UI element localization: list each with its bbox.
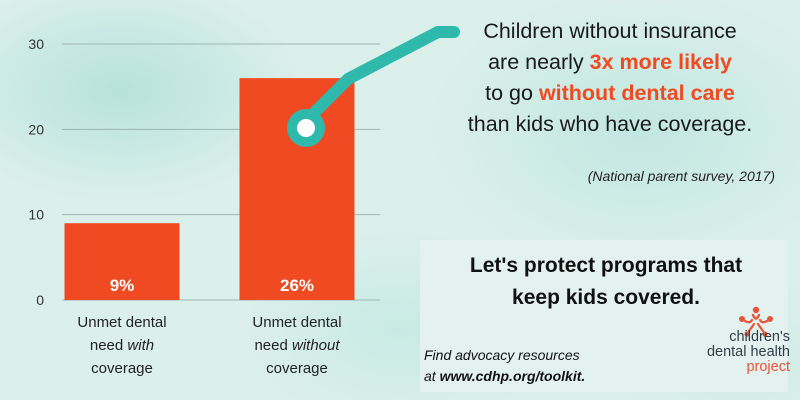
category-label-with-coverage: Unmet dental need with coverage [77,314,167,377]
headline-line-4: than kids who have coverage. [467,112,753,136]
logo-star-icon [739,306,773,337]
cta-panel [420,240,788,392]
headline-line-1: Children without insurance [483,19,737,43]
source-note: (National parent survey, 2017) [587,168,775,184]
headline-highlight-likely: 3x more likely [589,50,732,74]
cta-text: Let's protect programs that keep kids co… [469,254,743,309]
callout-dot-inner [297,119,315,137]
category-label-without-coverage: Unmet dental need without coverage [252,314,342,377]
advocacy-note: Find advocacy resources at www.cdhp.org/… [424,347,586,384]
y-tick-label: 30 [28,36,44,52]
toolkit-link[interactable]: www.cdhp.org/toolkit. [439,368,586,384]
y-tick-label: 20 [28,121,44,137]
bar-1 [64,223,180,300]
headline-highlight-care: without dental care [538,81,735,105]
chart-ticks: 0 10 20 30 [28,36,44,308]
bar-data-label: 26% [280,276,314,295]
headline: Children without insurance are nearly 3x… [467,19,753,136]
callout-connector [287,26,460,147]
logo-wordmark: children's dental health project [706,329,790,375]
y-tick-label: 0 [36,292,44,308]
bar-data-label: 9% [110,276,135,295]
y-tick-label: 10 [28,207,44,223]
chart-bars: 9% 26% [64,78,355,300]
